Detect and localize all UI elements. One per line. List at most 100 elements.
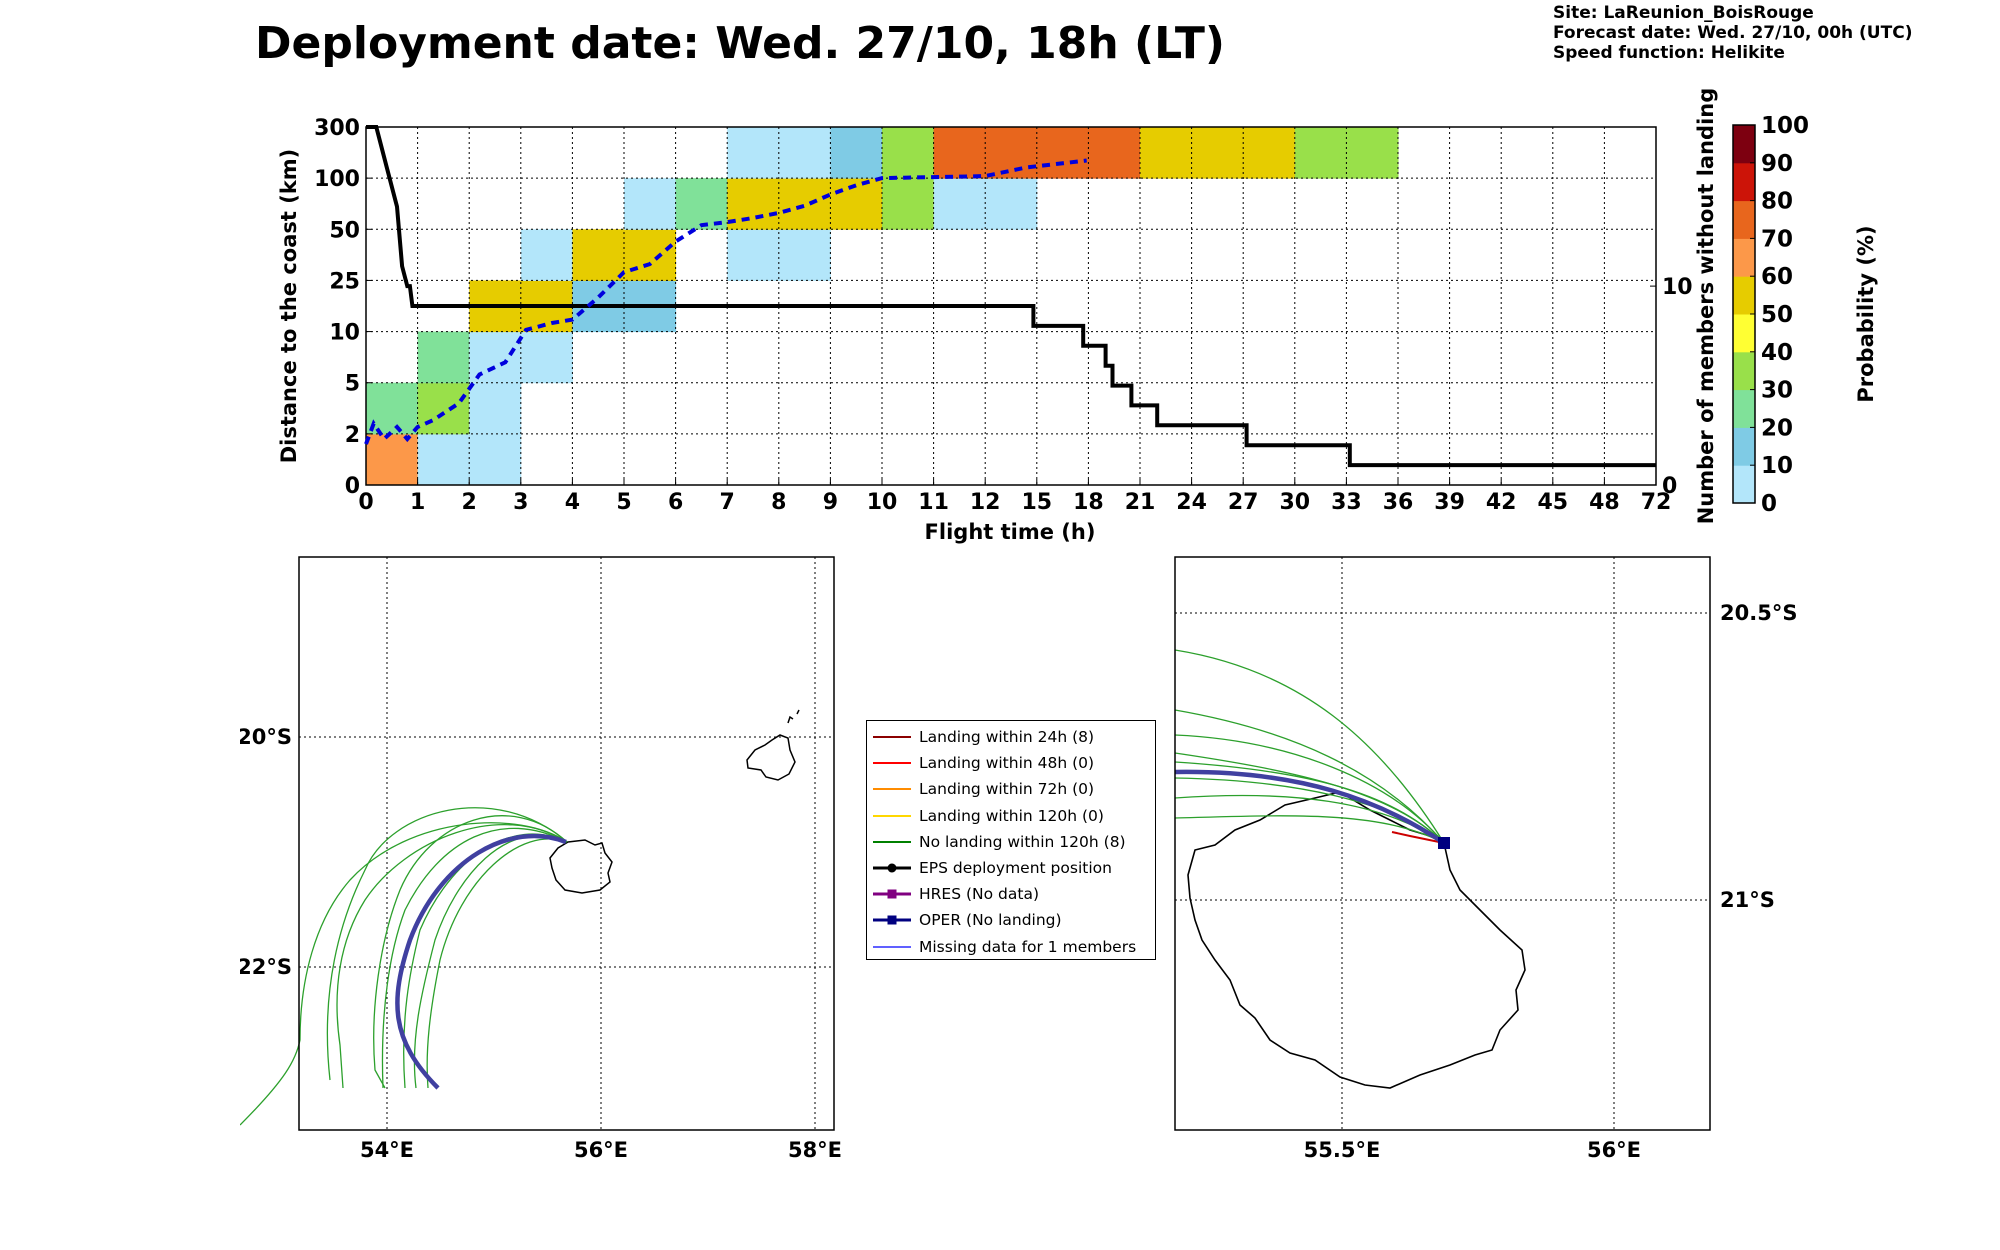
colorbar-segment [1733,125,1755,164]
heatmap-cell [727,229,780,281]
local-trajectory-map: 55.5°E 56°E 20.5°S 21°S [1174,556,1797,1162]
legend-label: EPS deployment position [919,859,1112,878]
colorbar-tick-label: 40 [1761,340,1793,366]
heatmap-cell [469,382,522,435]
x-tick-label: 39 [1434,490,1465,515]
oper-trajectory [395,833,567,1090]
heatmap-cell [778,127,831,179]
heatmap-cell [1191,127,1244,179]
colorbar-tick-label: 70 [1761,226,1793,252]
colorbar-segment [1733,276,1755,315]
colorbar-tick-label: 50 [1761,302,1793,328]
heatmap-cell [933,127,986,179]
colorbar-tick-label: 10 [1761,453,1793,479]
heatmap-cell [1346,127,1399,179]
legend-label: Landing within 72h (0) [919,780,1095,799]
x-tick-label: 6 [668,490,683,515]
x-tick-label: 4 [565,490,580,515]
heatmap-cell [417,433,470,486]
legend-label: Missing data for 1 members [919,937,1137,956]
heatmap-cell [778,178,831,230]
heatmap-cell [624,229,677,281]
legend-item: No landing within 120h (8) [873,829,1149,855]
right-map-lat-tick: 20.5°S [1720,601,1797,625]
y-tick-label: 5 [345,372,360,397]
colorbar-tick-label: 100 [1761,113,1809,139]
x-tick-label: 11 [918,490,949,515]
map-grid [1175,557,1710,1130]
colorbar-segment [1733,200,1755,239]
heatmap-cell [933,178,986,230]
legend-label: OPER (No landing) [919,911,1062,930]
colorbar-segment [1733,162,1755,202]
y-tick-label: 2 [345,423,360,448]
median-distance-line [364,158,1087,445]
right-map-lon-tick: 56°E [1587,1138,1641,1162]
legend-label: Landing within 48h (0) [919,754,1095,773]
x-tick-label: 8 [771,490,786,515]
x-tick-label: 7 [720,490,735,515]
info-site: Site: LaReunion_BoisRouge [1553,3,1814,23]
legend-item: Landing within 48h (0) [873,750,1149,776]
heatmap-cell [520,331,573,384]
heatmap-cell [417,331,470,384]
mauritius-coastline [746,734,796,781]
oper-deployment-marker [1438,837,1450,849]
x-tick-label: 3 [513,490,528,515]
colorbar-tick-label: 80 [1761,189,1793,215]
x-tick-label: 30 [1279,490,1310,515]
legend-label: HRES (No data) [919,885,1039,904]
x-tick-label: 36 [1383,490,1414,515]
legend-swatch [873,762,911,765]
x-axis-label: Flight time (h) [925,520,1096,544]
x-tick-label: 33 [1331,490,1362,515]
left-map-lat-tick: 22°S [240,955,292,979]
reunion-coastline [1187,791,1526,1089]
x-tick-label: 42 [1486,490,1517,515]
info-speed-function: Speed function: Helikite [1553,43,1785,63]
x-tick-label: 27 [1228,490,1259,515]
legend-swatch [873,945,911,948]
x-tick-label: 12 [970,490,1001,515]
member-trajectories [1174,649,1445,844]
distance-heatmap-chart: 0 1 2 3 4 5 6 7 8 9 10 11 12 15 18 21 24 27 30 33 36 39 42 45 48… [277,88,1718,544]
legend-item: EPS deployment position [873,855,1149,881]
colorbar-tick-label: 90 [1761,151,1793,177]
x-tick-label: 0 [358,490,373,515]
x-tick-label: 15 [1021,490,1052,515]
colorbar-tick-label: 30 [1761,378,1793,404]
y-tick-label: 25 [329,269,360,294]
heatmap-cell [417,382,470,435]
legend-item: Landing within 24h (8) [873,724,1149,750]
heatmap-cell [1294,127,1347,179]
heatmap-cell [882,127,935,179]
heatmap-cell [624,178,677,230]
y2-tick-label: 0 [1662,474,1677,499]
regional-trajectory-map: 54°E 56°E 58°E 20°S 22°S [240,556,842,1162]
heatmap-cell [778,229,831,281]
right-map-lat-tick: 21°S [1720,888,1775,912]
y2-tick-label: 10 [1662,275,1693,300]
x-tick-label: 72 [1641,490,1672,515]
y-axis-label: Distance to the coast (km) [277,149,301,464]
oper-trajectory [1174,769,1446,845]
small-island [787,709,800,724]
page-title: Deployment date: Wed. 27/10, 18h (LT) [255,18,1225,69]
x-tick-label: 45 [1537,490,1568,515]
x-tick-label: 21 [1125,490,1156,515]
legend-item: HRES (No data) [873,881,1149,907]
members-without-landing-line [366,125,1656,468]
landing-trajectory [1391,831,1445,844]
legend-item: OPER (No landing) [873,907,1149,933]
right-map-lon-tick: 55.5°E [1304,1138,1381,1162]
legend-label: Landing within 24h (8) [919,728,1095,747]
colorbar-segment [1733,314,1755,353]
y-tick-label: 10 [329,321,360,346]
legend-label: No landing within 120h (8) [919,832,1126,851]
x-tick-label: 18 [1073,490,1104,515]
heatmap-cell [1140,127,1193,179]
heatmap-cell [830,127,883,179]
colorbar-tick-label: 20 [1761,415,1793,441]
heatmap-cell [830,178,883,230]
y-tick-label: 300 [314,116,360,141]
